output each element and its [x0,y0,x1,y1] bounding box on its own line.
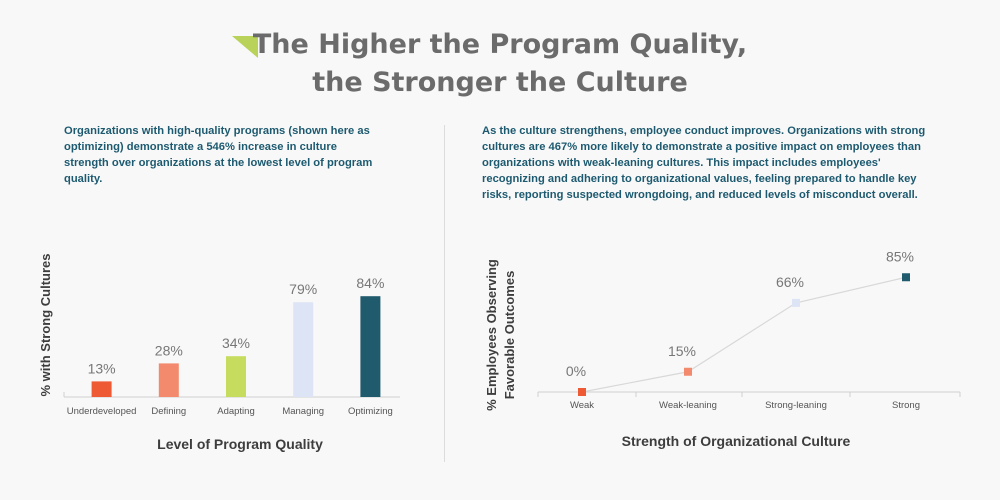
line-marker-weak-leaning [684,367,692,376]
bar-data-label: 13% [88,360,116,376]
bar-category-label: Defining [151,406,186,417]
right-description: As the culture strengthens, employee con… [482,125,926,201]
bar-data-label: 79% [289,281,317,297]
line-data-label: 15% [668,343,696,359]
bar-data-label: 84% [356,275,384,291]
line-marker-strong-leaning [792,298,800,307]
bar-category-label: Adapting [217,406,255,417]
line-chart-series-line [581,276,907,393]
page-title: The Higher the Program Quality, the Stro… [0,26,1000,102]
line-chart-y-axis-title-line-2: Favorable Outcomes [502,271,517,400]
bar-data-label: 34% [222,335,250,351]
page-title-line-1: The Higher the Program Quality, [252,29,748,60]
title-accent-triangle [232,36,258,58]
line-data-label: 85% [886,248,914,264]
bar-data-label: 28% [155,342,183,358]
bar-category-label: Underdeveloped [67,406,137,417]
line-data-label: 66% [776,274,804,290]
culture-strength-line-chart: 0% Weak 15% Weak-leaning 66% Strong-leaning 85… [484,248,961,449]
bar-adapting [226,356,246,397]
bar-optimizing [360,296,381,397]
bar-category-label: Optimizing [348,406,393,417]
panel-divider [444,125,445,462]
line-chart-x-axis-title: Strength of Organizational Culture [622,433,851,449]
bar-underdeveloped [91,381,112,397]
left-description: Organizations with high-quality programs… [64,125,373,185]
line-data-label: 0% [566,363,586,379]
bar-managing [293,302,314,397]
bar-chart-x-axis-title: Level of Program Quality [157,436,323,452]
line-marker-strong [902,273,910,282]
bar-chart-y-axis-title: % with Strong Cultures [38,254,53,397]
program-quality-bar-chart: 13% Underdeveloped 28% Defining 34% Adapting 7… [38,254,400,452]
line-category-label: Weak-leaning [659,400,717,411]
bar-defining [158,363,179,397]
bar-category-label: Managing [282,406,324,417]
line-category-label: Strong [892,400,920,411]
line-category-label: Weak [570,400,594,411]
line-chart-y-axis-title-line-1: % Employees Observing [484,259,499,411]
line-marker-weak [578,388,586,396]
line-category-label: Strong-leaning [765,400,827,411]
page-title-line-2: the Stronger the Culture [312,67,688,98]
